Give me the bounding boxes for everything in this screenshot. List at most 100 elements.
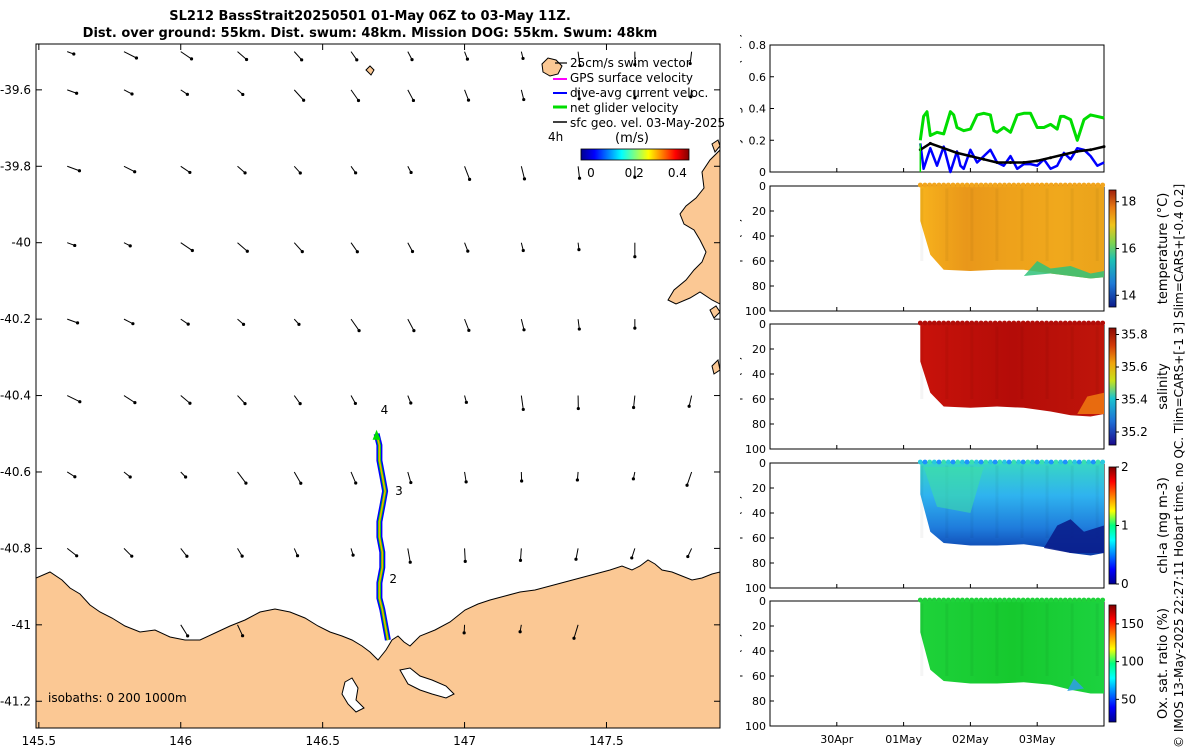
island-small-2 — [365, 65, 375, 76]
geo-vector-arrow — [632, 395, 636, 410]
map-y-tick-label: -40.6 — [0, 465, 31, 479]
section-low-oxygen-patch — [1067, 678, 1084, 691]
geo-vector-arrow — [630, 548, 636, 560]
colorbar-tick-label: 35.8 — [1121, 328, 1148, 342]
geo-vector-arrow — [350, 395, 358, 406]
speed-colorbar-tick-label: 0 — [587, 166, 595, 180]
map-legend: 25cm/s swim vector GPS surface velocity … — [548, 56, 725, 180]
temperature-section-panel: 0 20 40 60 80 100 Depth (m) 14 16 18 temperature (… — [740, 180, 1171, 318]
section-band — [1095, 603, 1099, 676]
geo-vector-arrow — [577, 51, 582, 68]
section-band — [1095, 465, 1099, 538]
surface-sample-dot — [1100, 182, 1106, 188]
geo-vector-arrow — [293, 548, 300, 558]
surface-sample-dot — [931, 182, 937, 188]
surface-sample-dot — [1011, 320, 1017, 326]
y-tick-label: 0.4 — [749, 103, 767, 116]
velocity-sfc-geo-point — [1102, 145, 1106, 149]
surface-sample-dot — [1100, 597, 1106, 603]
geo-vector-arrow — [123, 51, 139, 60]
track-line — [375, 433, 389, 641]
geo-vector-arrow — [293, 51, 304, 62]
colorbar-tick-label: 1 — [1121, 519, 1129, 533]
section-band — [970, 603, 974, 676]
surface-sample-dot — [955, 182, 961, 188]
surface-sample-dot — [1011, 182, 1017, 188]
geo-vector-arrow — [237, 165, 247, 175]
geo-vector-arrow — [577, 319, 581, 331]
surface-sample-dot — [974, 597, 979, 603]
surface-sample-dot — [1030, 459, 1035, 465]
colorbar-label: chl-a (mg m-3) — [1156, 477, 1171, 574]
surface-sample-dot — [1076, 182, 1082, 188]
geo-vector-arrow — [577, 89, 581, 101]
surface-sample-dot — [964, 459, 970, 465]
surface-sample-dot — [1086, 597, 1092, 603]
surface-sample-dot — [1095, 459, 1101, 465]
map-y-axis: -39.6 -39.8 -40 -40.2 -40.4 -40.6 -40.8 -41 -41.… — [0, 83, 720, 708]
surface-sample-dot — [983, 597, 989, 603]
geo-vector-arrow — [67, 242, 77, 248]
geo-vector-arrow — [180, 165, 192, 175]
velocity-sfc-geo-point — [1022, 160, 1026, 164]
surface-sample-dot — [1002, 320, 1007, 326]
title-line-2: Dist. over ground: 55km. Dist. swum: 48k… — [82, 26, 658, 41]
geo-vector-arrow — [350, 318, 361, 333]
credit-text: © IMOS 13-May-2025 22:27:11 Hobart time.… — [1172, 183, 1186, 748]
section-band — [1045, 465, 1049, 538]
surface-sample-dot — [1062, 597, 1068, 603]
surface-sample-dot — [955, 320, 961, 326]
map-panel: 234 145.5 146 146.5 147 147.5 -39.6-39.8-40-… — [0, 43, 725, 748]
geo-vector-arrow — [520, 395, 525, 412]
surface-sample-dot — [1081, 320, 1087, 326]
surface-sample-dot — [950, 320, 956, 326]
tamar-estuary-water — [399, 667, 455, 699]
surface-sample-dot — [1020, 182, 1026, 188]
y-tick-label: 60 — [752, 670, 766, 683]
geo-vector-arrow — [407, 242, 415, 254]
surface-sample-dot — [992, 182, 998, 188]
surface-sample-dot — [988, 597, 993, 603]
surface-sample-dot — [1044, 182, 1049, 188]
track-head-arrow — [372, 429, 381, 440]
section-band — [1045, 603, 1049, 676]
section-band — [945, 188, 949, 261]
surface-sample-dot — [1044, 320, 1049, 326]
surface-sample-dot — [1072, 182, 1078, 188]
colorbar-tick-label: 0 — [1121, 577, 1129, 591]
y-tick-label: 20 — [752, 620, 766, 633]
surface-sample-dot — [1090, 459, 1096, 465]
surface-sample-dot — [936, 597, 942, 603]
geo-vector-arrow — [180, 395, 192, 405]
surface-sample-dot — [1025, 320, 1031, 326]
y-tick-label: 100 — [745, 582, 766, 595]
surface-sample-dot — [950, 597, 956, 603]
geo-vector-arrow — [572, 624, 579, 640]
geo-vector-arrow — [633, 51, 637, 67]
surface-sample-dot — [927, 320, 933, 326]
y-tick-label: 100 — [745, 305, 766, 318]
section-band — [1070, 188, 1074, 261]
geo-vector-arrow — [520, 242, 525, 253]
surface-sample-dot — [988, 182, 993, 188]
section-colorbar — [1108, 466, 1117, 585]
section-band — [945, 603, 949, 676]
surface-sample-dot — [969, 182, 975, 188]
map-y-tick-label: -40 — [11, 236, 31, 250]
surface-sample-dot — [1072, 320, 1078, 326]
legend-sfc-geo-vel: sfc geo. vel. 03-May-2025 — [570, 116, 725, 130]
geo-vector-arrow — [67, 51, 76, 56]
geo-vector-arrow — [180, 471, 188, 479]
surface-sample-dot — [931, 597, 937, 603]
y-axis-label: Depth (m) — [740, 495, 743, 556]
surface-sample-dot — [1020, 459, 1026, 465]
map-y-tick-label: -39.6 — [0, 83, 31, 97]
surface-sample-dot — [988, 459, 993, 465]
salinity-section-panel: 0 20 40 60 80 100 Depth (m) 35.2 35.4 35.6 35.8 sal… — [740, 318, 1171, 456]
legend-dive-avg-current: dive-avg current veloc. — [570, 86, 708, 100]
surface-sample-dot — [1086, 320, 1092, 326]
surface-sample-dot — [1039, 597, 1045, 603]
surface-sample-dot — [941, 597, 947, 603]
surface-sample-dot — [1044, 597, 1049, 603]
track-day-label-4: 4 — [381, 403, 389, 417]
